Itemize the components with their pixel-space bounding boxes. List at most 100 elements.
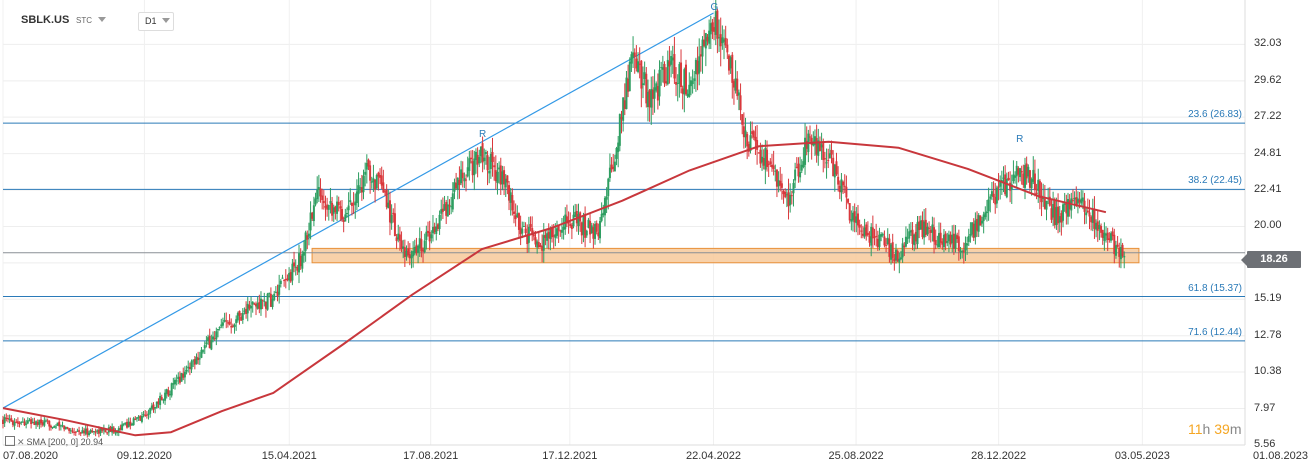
symbol-label[interactable]: SBLK.US (21, 14, 70, 26)
candle-body-304 (504, 178, 507, 188)
candle-body-76 (127, 421, 130, 427)
candle-body-295 (489, 153, 492, 170)
candle-body-489 (810, 137, 813, 145)
candle-body-635 (1052, 204, 1055, 218)
x-tick-label: 17.12.2021 (542, 450, 598, 462)
candle-body-0 (2, 419, 4, 424)
candle-body-135 (225, 320, 228, 322)
candle-body-72 (121, 424, 124, 431)
candle-body-50 (84, 428, 87, 434)
x-tick-label: 09.12.2020 (116, 450, 172, 462)
candle-body-590 (977, 215, 980, 232)
candle-body-63 (106, 432, 109, 434)
candle-body-568 (941, 241, 944, 245)
candle-body-495 (820, 144, 823, 148)
candle-body-215 (357, 185, 360, 195)
candle-body-335 (555, 228, 558, 236)
candle-body-124 (207, 337, 210, 342)
candle-body-233 (387, 202, 390, 209)
candle-body-259 (430, 234, 433, 239)
candle-body-587 (972, 223, 975, 238)
candle-body-613 (1015, 165, 1018, 177)
candle-body-3 (6, 418, 9, 420)
candle-body-330 (547, 232, 550, 239)
candle-body-579 (959, 250, 962, 253)
candle-body-417 (691, 80, 694, 85)
candle-body-658 (1090, 216, 1093, 223)
settings-square-icon[interactable] (5, 436, 15, 446)
sma-legend-label: SMA [200, 0] 20.94 (26, 437, 104, 447)
candle-body-322 (534, 237, 537, 245)
timeframe-select[interactable]: D1 (138, 12, 174, 31)
candle-body-247 (410, 255, 413, 259)
candle-body-540 (895, 249, 898, 261)
candle-body-647 (1071, 200, 1074, 202)
candle-body-253 (420, 239, 423, 252)
candle-body-164 (273, 293, 276, 300)
candle-body-473 (784, 191, 787, 198)
candle-body-279 (463, 178, 466, 182)
candle-body-603 (999, 181, 1002, 187)
candle-body-10 (18, 422, 21, 424)
candle-body-624 (1033, 173, 1036, 191)
candle-body-539 (893, 258, 896, 262)
candle-body-382 (633, 52, 636, 57)
candle-body-104 (173, 379, 176, 385)
candle-body-621 (1028, 170, 1031, 188)
candle-body-39 (66, 427, 69, 429)
candle-body-648 (1073, 197, 1076, 200)
close-icon[interactable]: ✕ (17, 437, 25, 447)
candle-body-466 (772, 165, 775, 170)
x-tick-label: 01.08.2023 (1252, 450, 1308, 462)
candle-body-86 (144, 414, 147, 416)
candle-body-14 (25, 423, 28, 425)
candle-body-255 (423, 240, 426, 253)
market-type-chevron-down-icon[interactable] (98, 17, 106, 22)
candle-body-197 (327, 204, 330, 210)
candle-body-4 (8, 419, 11, 421)
candle-body-106 (177, 376, 180, 380)
candle-body-611 (1012, 174, 1015, 182)
candle-body-81 (135, 417, 138, 419)
candle-body-319 (529, 224, 532, 228)
candle-body-75 (126, 421, 129, 428)
candle-body-285 (473, 158, 476, 176)
candle-body-12 (21, 421, 24, 423)
candle-body-402 (666, 59, 669, 85)
candle-body-368 (610, 164, 613, 170)
market-type-label[interactable]: STC (76, 16, 92, 25)
timeframe-chevron-down-icon[interactable] (162, 18, 170, 23)
candle-body-230 (382, 182, 385, 193)
candle-body-91 (152, 404, 155, 410)
candle-body-155 (258, 302, 261, 309)
candle-body-71 (119, 427, 122, 430)
candle-body-397 (658, 69, 661, 97)
candle-body-655 (1085, 212, 1088, 216)
candle-body-140 (233, 324, 236, 327)
candle-body-8 (15, 421, 18, 423)
candle-body-29 (49, 425, 52, 428)
candle-body-145 (241, 312, 244, 320)
candle-body-535 (886, 237, 889, 245)
candle-body-55 (92, 431, 95, 433)
candle-body-644 (1066, 199, 1069, 217)
candle-body-383 (635, 58, 638, 69)
candle-body-659 (1091, 209, 1094, 223)
candle-body-491 (813, 136, 816, 145)
candle-body-438 (726, 44, 729, 53)
candle-body-183 (304, 232, 307, 251)
candle-body-508 (842, 181, 845, 186)
candle-body-303 (503, 170, 506, 185)
candle-body-150 (250, 305, 253, 309)
timer-hours: 11 (1188, 421, 1203, 437)
candle-body-367 (608, 167, 611, 179)
candle-body-227 (377, 172, 380, 177)
candle-body-291 (483, 157, 486, 162)
candle-body-94 (157, 401, 160, 404)
candle-body-308 (511, 194, 514, 211)
candle-body-530 (878, 234, 881, 247)
fib-level-label: 23.6 (26.83) (1188, 109, 1242, 121)
candle-body-15 (26, 420, 29, 424)
candle-body-270 (448, 205, 451, 207)
